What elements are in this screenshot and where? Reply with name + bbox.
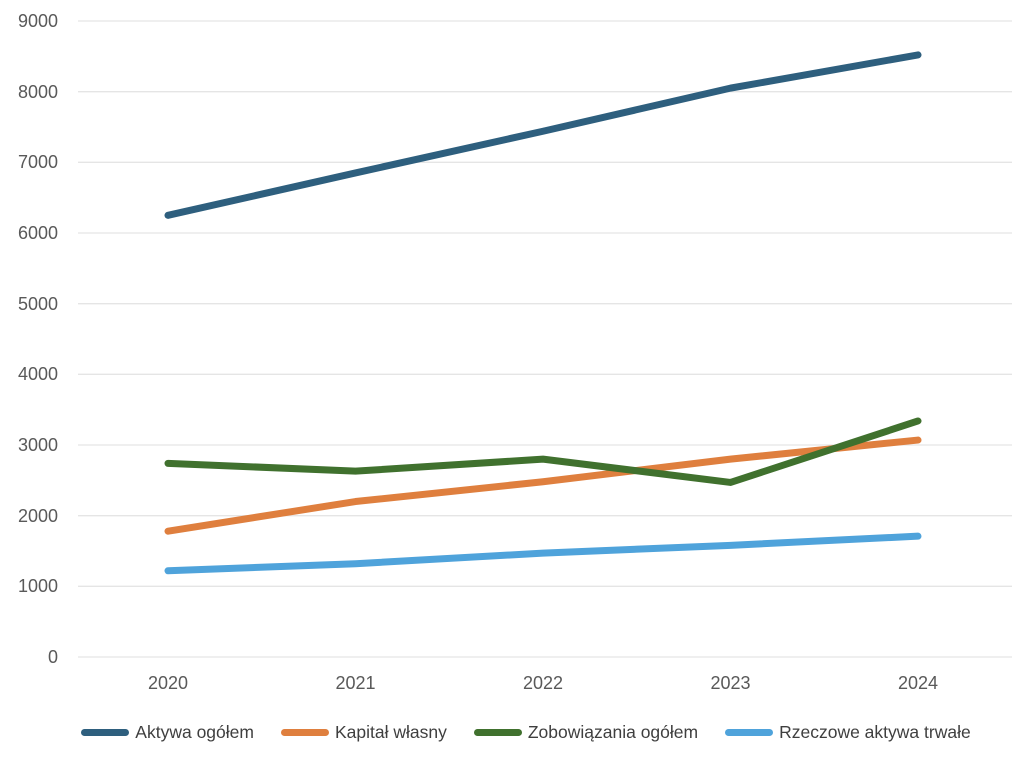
y-tick-label: 4000: [17, 364, 58, 385]
legend-label: Kapitał własny: [334, 721, 447, 742]
y-tick-label: 0: [47, 647, 58, 667]
legend-label: Aktywa ogółem: [135, 721, 254, 742]
y-tick-label: 7000: [17, 152, 58, 173]
y-tick-label: 8000: [17, 81, 58, 102]
y-tick-label: 5000: [17, 293, 58, 314]
y-tick-label: 2000: [17, 505, 58, 526]
legend-item-2: Zobowiązania ogółem: [473, 721, 699, 743]
y-tick-label: 9000: [17, 11, 58, 31]
legend-label: Rzeczowe aktywa trwałe: [779, 721, 971, 742]
legend-swatch-icon: [81, 728, 130, 736]
y-tick-label: 1000: [17, 576, 58, 597]
x-tick-label: 2021: [335, 673, 376, 693]
x-tick-label: 2020: [147, 673, 189, 693]
legend-label: Zobowiązania ogółem: [527, 721, 699, 742]
x-tick-label: 2023: [710, 673, 751, 693]
legend-swatch-icon: [473, 728, 522, 736]
legend-item-0: Aktywa ogółem: [81, 722, 254, 743]
y-tick-label: 6000: [17, 223, 58, 243]
x-tick-label: 2024: [897, 673, 939, 693]
legend-item-1: Kapitał własny: [280, 721, 447, 743]
series-line-0: [164, 51, 922, 219]
legend-swatch-icon: [725, 728, 774, 736]
y-tick-label: 3000: [17, 435, 58, 455]
chart-legend: Aktywa ogółem Kapitał własny Zobowiązania …: [14, 719, 1024, 745]
series-line-3: [164, 532, 922, 575]
legend-item-3: Rzeczowe aktywa trwałe: [725, 722, 971, 743]
x-tick-label: 2022: [522, 673, 564, 693]
legend-swatch-icon: [280, 728, 329, 736]
series-line-1: [164, 436, 922, 535]
series-line-2: [164, 417, 922, 486]
